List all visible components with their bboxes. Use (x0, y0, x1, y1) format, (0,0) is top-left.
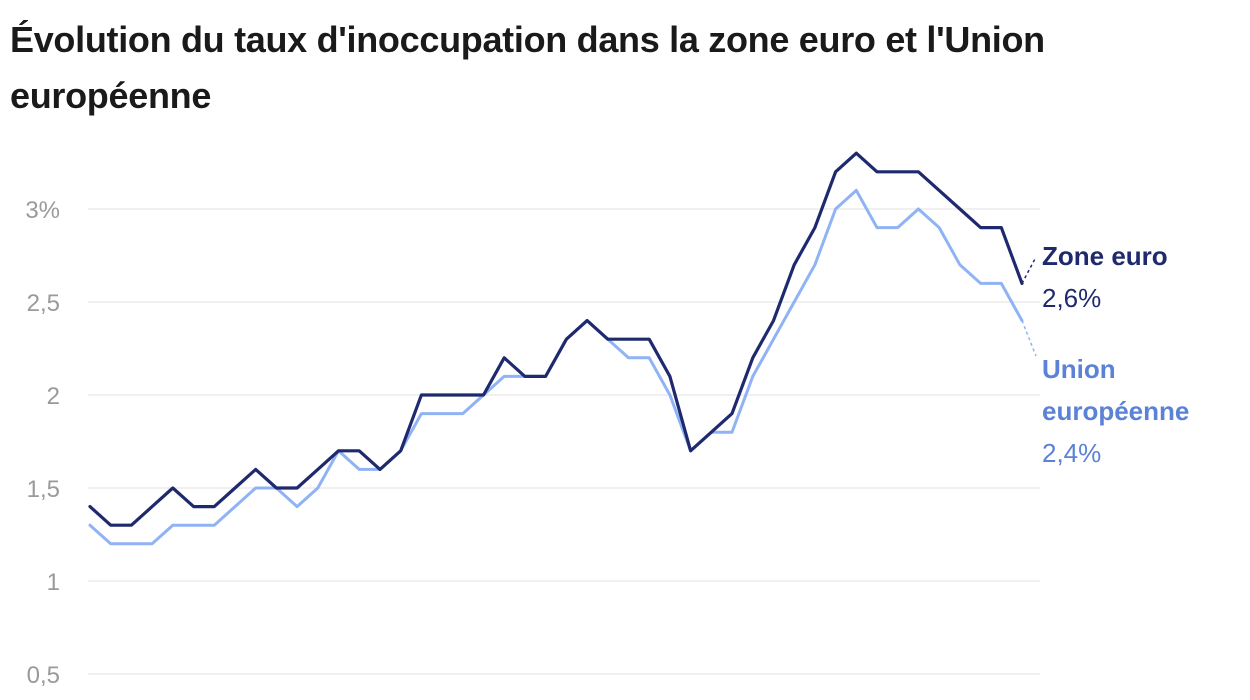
y-axis-ticks: 0,5 1 1,5 2 2,5 3% (25, 197, 60, 689)
series-label-zone-euro: Zone euro (1042, 241, 1168, 271)
y-tick-label: 2,5 (27, 290, 60, 317)
gridlines (88, 208, 1040, 675)
chart-title: Évolution du taux d'inoccupation dans la… (10, 19, 1045, 116)
series-value-union-europeenne: 2,4% (1042, 438, 1101, 468)
y-tick-label: 2 (47, 383, 60, 410)
y-tick-label: 1 (47, 569, 60, 596)
y-tick-label: 1,5 (27, 476, 60, 503)
series-label-union-europeenne: Union européenne (1042, 354, 1189, 426)
y-tick-label: 0,5 (27, 662, 60, 689)
series-value-zone-euro: 2,6% (1042, 283, 1101, 313)
leader-line-zone-euro (1021, 256, 1037, 284)
y-tick-label: 3% (25, 197, 60, 224)
series-labels: Zone euro 2,6% Union européenne 2,4% (1021, 241, 1189, 468)
series-lines (88, 151, 1024, 546)
leader-line-union-europeenne (1021, 320, 1037, 357)
series-line-zone-euro (88, 151, 1024, 527)
